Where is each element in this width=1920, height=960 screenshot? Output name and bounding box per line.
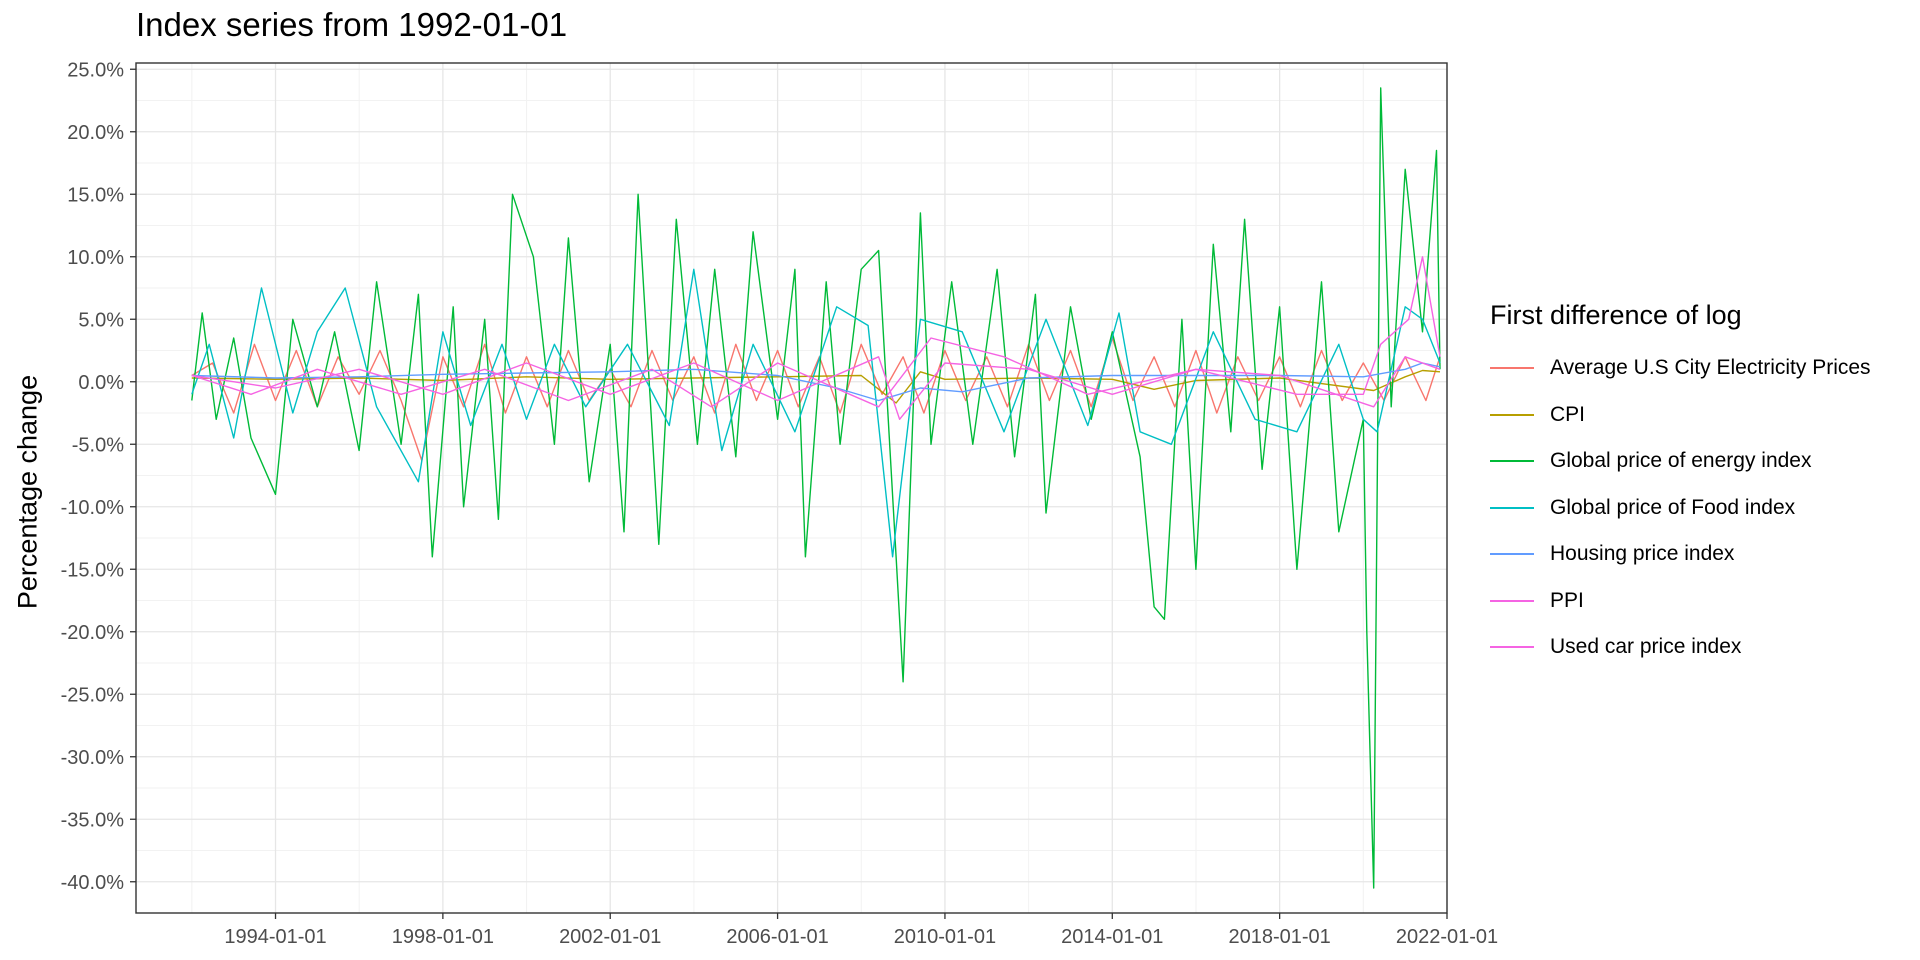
legend-label: CPI <box>1550 402 1586 426</box>
series-line-global-price-of-food-index <box>191 268 1441 558</box>
legend-item: Average U.S City Electricity Prices <box>1490 345 1871 392</box>
y-tick-label: 0.0% <box>78 372 124 394</box>
grid-layer <box>136 63 1448 913</box>
legend-label: Global price of energy index <box>1550 449 1812 473</box>
legend-items: Average U.S City Electricity Prices CPI Gl… <box>1490 345 1871 671</box>
x-tick-label: 2006-01-01 <box>726 926 828 948</box>
y-tick-label: 15.0% <box>67 184 124 206</box>
x-tick-label: 2002-01-01 <box>559 926 661 948</box>
legend-key-line <box>1490 599 1534 602</box>
y-axis-label: Percentage change <box>12 374 43 610</box>
series-line-used-car-price-index <box>191 256 1441 408</box>
legend-item: PPI <box>1490 578 1871 625</box>
legend-item: Used car price index <box>1490 624 1871 671</box>
legend-label: Used car price index <box>1550 635 1742 659</box>
y-tick-label: 25.0% <box>67 59 124 81</box>
y-tick-label: 10.0% <box>67 247 124 269</box>
legend-label: Housing price index <box>1550 542 1735 566</box>
y-tick-label: -40.0% <box>61 872 125 894</box>
series-line-global-price-of-energy-index <box>191 87 1441 889</box>
legend-item: Housing price index <box>1490 531 1871 578</box>
legend-key-line <box>1490 506 1534 509</box>
legend-label: PPI <box>1550 588 1584 612</box>
legend-item: Global price of energy index <box>1490 438 1871 485</box>
x-tick-label: 1994-01-01 <box>224 926 326 948</box>
y-tick-label: -30.0% <box>61 747 125 769</box>
legend-label: Global price of Food index <box>1550 495 1796 519</box>
legend-key-line <box>1490 646 1534 649</box>
y-tick-label: -25.0% <box>61 684 125 706</box>
legend-label: Average U.S City Electricity Prices <box>1550 356 1871 380</box>
x-tick-label: 2022-01-01 <box>1396 926 1498 948</box>
legend-item: Global price of Food index <box>1490 485 1871 532</box>
axis-layer: 25.0% 20.0% 15.0% 10.0% 5.0% 0.0% -5.0% -10.0% -… <box>61 59 1499 948</box>
series-line-ppi <box>191 356 1441 420</box>
x-tick-label: 2010-01-01 <box>894 926 996 948</box>
y-tick-label: 20.0% <box>67 122 124 144</box>
series-line-cpi <box>191 369 1441 404</box>
chart-title: Index series from 1992-01-01 <box>136 6 568 43</box>
series-line-average-u-s-city-electricity-prices <box>191 337 1441 462</box>
series-line-housing-price-index <box>191 362 1441 402</box>
panel-border <box>135 62 1448 914</box>
legend-key-line <box>1490 413 1534 416</box>
series-layer <box>191 87 1441 889</box>
y-tick-label: -15.0% <box>61 559 125 581</box>
x-tick-label: 2014-01-01 <box>1061 926 1163 948</box>
x-tick-label: 1998-01-01 <box>392 926 494 948</box>
legend-key-line <box>1490 367 1534 370</box>
legend-key-line <box>1490 460 1534 463</box>
y-tick-label: 5.0% <box>78 309 124 331</box>
x-tick-label: 2018-01-01 <box>1228 926 1330 948</box>
legend-title: First difference of log <box>1490 300 1742 330</box>
y-tick-label: -20.0% <box>61 622 125 644</box>
legend: First difference of log Average U.S City… <box>1490 300 1871 671</box>
legend-key-line <box>1490 553 1534 556</box>
y-tick-label: -10.0% <box>61 497 125 519</box>
y-tick-label: -35.0% <box>61 809 125 831</box>
y-tick-label: -5.0% <box>72 434 124 456</box>
legend-item: CPI <box>1490 392 1871 439</box>
